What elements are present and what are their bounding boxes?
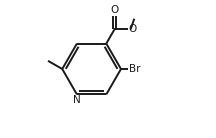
Text: O: O — [110, 5, 119, 15]
Text: Br: Br — [129, 64, 141, 74]
Text: N: N — [73, 95, 81, 105]
Text: O: O — [129, 24, 137, 34]
